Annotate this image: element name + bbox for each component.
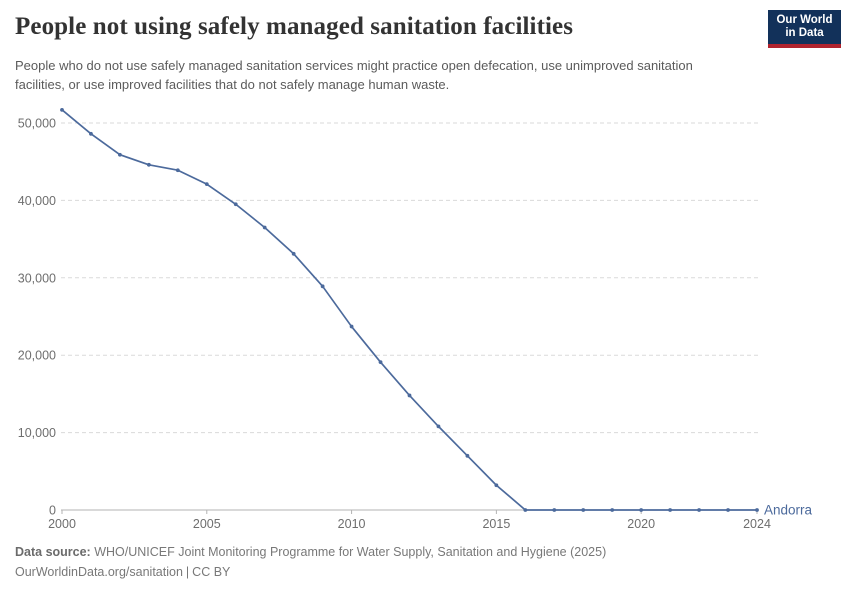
owid-logo-line1: Our World: [776, 14, 833, 26]
page-title: People not using safely managed sanitati…: [15, 13, 574, 40]
data-point: [697, 508, 701, 512]
x-tick-label: 2024: [743, 517, 771, 531]
data-point: [668, 508, 673, 512]
y-tick-label: 30,000: [18, 271, 56, 285]
data-line-andorra: [61, 108, 758, 511]
x-tick-label: 2010: [338, 517, 366, 531]
footer-url-link[interactable]: OurWorldinData.org/sanitation: [15, 564, 183, 579]
y-tick-label: 0: [49, 504, 56, 518]
data-point: [175, 168, 180, 173]
y-tick-label: 20,000: [18, 349, 56, 363]
data-point: [262, 225, 267, 230]
data-point: [320, 284, 325, 289]
data-point: [89, 131, 93, 136]
data-point: [494, 483, 499, 488]
chart-footer: Data source: WHO/UNICEF Joint Monitoring…: [15, 543, 606, 582]
x-tick-label: 2005: [193, 517, 221, 531]
data-point: [552, 508, 557, 512]
y-tick-label: 10,000: [18, 426, 56, 440]
x-tick-label: 2015: [482, 517, 510, 531]
data-point: [726, 508, 730, 512]
data-point: [204, 182, 209, 187]
data-point: [118, 152, 122, 157]
data-point: [610, 508, 615, 512]
data-point: [291, 251, 296, 256]
data-point: [378, 360, 383, 365]
data-point: [233, 202, 238, 207]
owid-logo-line2: in Data: [785, 27, 824, 39]
data-point: [581, 508, 586, 512]
data-source-text: WHO/UNICEF Joint Monitoring Programme fo…: [94, 545, 607, 559]
data-source-line: Data source: WHO/UNICEF Joint Monitoring…: [15, 543, 606, 563]
series-end-label[interactable]: Andorra: [764, 503, 813, 518]
footer-separator: |: [185, 564, 190, 579]
footer-license-link[interactable]: CC BY: [192, 564, 231, 579]
line-chart: 0 10,000 20,000 30,000 40,000 50,000 2000 2005 2…: [18, 107, 813, 531]
license-line: OurWorldinData.org/sanitation | CC BY: [15, 563, 606, 583]
data-point: [146, 162, 151, 167]
x-tick-label: 2020: [627, 517, 655, 531]
y-tick-label: 40,000: [18, 194, 56, 208]
data-point: [755, 508, 759, 512]
data-point: [436, 424, 441, 429]
owid-logo[interactable]: Our World in Data: [768, 10, 841, 48]
data-point: [465, 453, 470, 458]
data-point: [349, 324, 354, 329]
x-tick-label: 2000: [48, 517, 76, 531]
data-point: [60, 107, 64, 112]
data-point: [639, 508, 644, 512]
data-point: [523, 508, 528, 512]
data-source-label: Data source:: [15, 545, 91, 559]
chart-subtitle: People who do not use safely managed san…: [15, 58, 693, 92]
data-point: [407, 393, 412, 398]
y-tick-label: 50,000: [18, 117, 56, 131]
